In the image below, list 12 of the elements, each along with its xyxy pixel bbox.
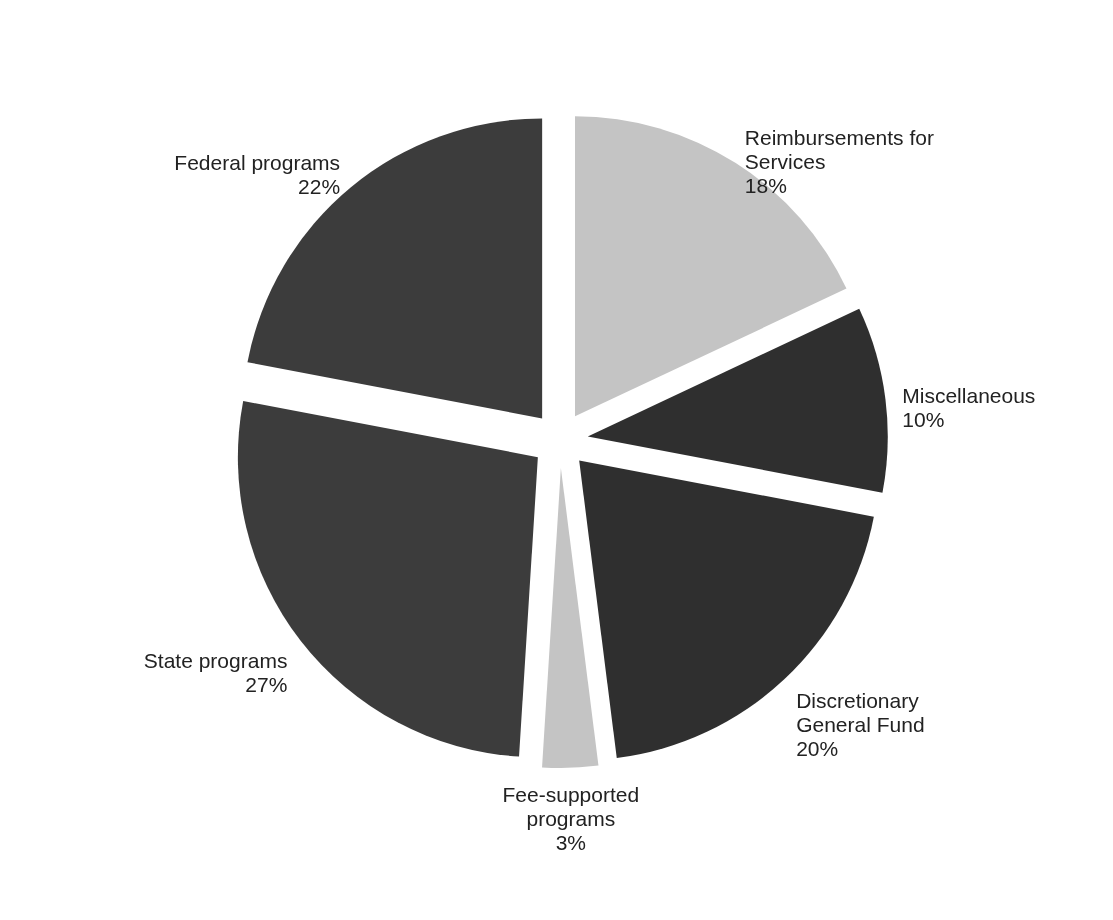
slice-label: State programs xyxy=(143,649,288,673)
data-label: 22% xyxy=(298,175,341,199)
data-label: 20% xyxy=(796,737,839,761)
slice-label: Fee-supported programs xyxy=(502,782,640,830)
data-label: 10% xyxy=(902,407,945,431)
data-label: 18% xyxy=(744,173,787,197)
slice-label: Reimbursements for Services xyxy=(744,125,934,173)
slice-label: Miscellaneous xyxy=(902,383,1036,407)
slice-label: Discretionary General Fund xyxy=(796,689,925,737)
slice-label: Federal programs xyxy=(174,151,341,175)
data-label: 27% xyxy=(245,673,288,697)
data-label: 3% xyxy=(555,830,587,854)
